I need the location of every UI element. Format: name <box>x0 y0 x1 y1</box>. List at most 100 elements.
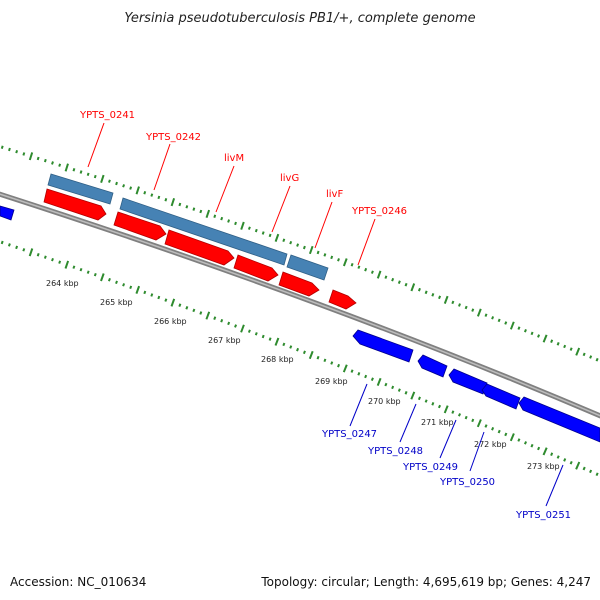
gene-arrow-ypts0247[interactable] <box>352 329 414 363</box>
minor-tick-mark <box>36 156 40 161</box>
minor-tick-mark <box>330 361 334 365</box>
gene-label-ypts0241[interactable]: YPTS_0241 <box>79 110 135 121</box>
gene-arrow-ypts0242[interactable] <box>113 211 167 241</box>
minor-tick-mark <box>302 245 306 250</box>
minor-tick-mark <box>7 243 11 247</box>
tick-label: 264 kbp <box>46 279 79 288</box>
minor-tick-mark <box>143 191 147 195</box>
minor-tick-mark <box>58 260 62 264</box>
minor-tick-mark <box>199 311 203 315</box>
major-tick-mark <box>274 233 280 242</box>
gene-arrow-ypts0251[interactable] <box>518 396 600 443</box>
cds-bar-livF[interactable] <box>286 254 329 281</box>
gene-label-ypts0242[interactable]: YPTS_0242 <box>145 132 201 143</box>
minor-tick-mark <box>302 350 306 355</box>
minor-tick-mark <box>530 443 534 448</box>
minor-tick-mark <box>185 306 189 310</box>
minor-tick-mark <box>484 424 488 428</box>
leader-line <box>399 403 417 443</box>
major-tick-mark <box>64 260 70 269</box>
gene-label-livF[interactable]: livF <box>326 189 343 200</box>
minor-tick-mark <box>129 186 133 190</box>
reverse-gene-labels: YPTS_0247 YPTS_0248 YPTS_0249 YPTS_0250 … <box>321 383 571 521</box>
minor-tick-mark <box>523 329 527 333</box>
minor-tick-mark <box>234 221 237 226</box>
leader-line <box>357 218 376 266</box>
gene-label-ypts0249[interactable]: YPTS_0249 <box>402 462 458 473</box>
minor-tick-mark <box>43 158 47 163</box>
minor-tick-mark <box>122 283 126 287</box>
major-tick-mark <box>240 221 245 230</box>
minor-tick-mark <box>157 195 161 200</box>
minor-tick-mark <box>424 399 428 403</box>
minor-tick-mark <box>537 334 541 338</box>
gene-arrow-ypts0246[interactable] <box>328 289 357 310</box>
leader-line <box>271 185 291 233</box>
minor-tick-mark <box>22 248 26 252</box>
minor-tick-mark <box>254 332 258 336</box>
forward-gene-labels: YPTS_0241 YPTS_0242 livM livG livF YPTS_… <box>79 110 407 266</box>
gene-arrow-livF[interactable] <box>278 271 320 297</box>
minor-tick-mark <box>261 334 265 339</box>
leader-line <box>87 122 105 168</box>
leader-line <box>469 431 485 472</box>
minor-tick-mark <box>550 452 554 456</box>
genome-summary: Topology: circular; Length: 4,695,619 bp… <box>260 575 591 589</box>
gene-arrow-ypts0249[interactable] <box>448 368 488 395</box>
gene-label-livG[interactable]: livG <box>280 173 299 184</box>
gene-arrow-ypts0248[interactable] <box>417 354 448 378</box>
gene-label-ypts0247[interactable]: YPTS_0247 <box>321 429 377 440</box>
gene-label-livM[interactable]: livM <box>224 153 244 164</box>
minor-tick-mark <box>504 321 508 325</box>
tick-label: 265 kbp <box>100 298 133 307</box>
gene-arrow-ypts0250[interactable] <box>481 383 521 410</box>
minor-tick-mark <box>357 265 361 269</box>
minor-tick-mark <box>164 298 168 302</box>
minor-tick-mark <box>122 184 126 188</box>
major-tick-mark <box>28 248 34 257</box>
minor-tick-mark <box>15 149 19 154</box>
minor-tick-mark <box>185 205 189 209</box>
reverse-gene-track <box>0 205 600 443</box>
gene-label-ypts0248[interactable]: YPTS_0248 <box>367 446 423 457</box>
minor-tick-mark <box>220 318 224 323</box>
minor-tick-mark <box>451 300 455 305</box>
minor-tick-mark <box>404 391 408 395</box>
minor-tick-mark <box>391 277 395 282</box>
major-tick-mark <box>205 311 211 320</box>
tick-label: 269 kbp <box>315 377 348 386</box>
tick-label: 267 kbp <box>208 336 241 345</box>
gene-arrow-livM[interactable] <box>164 229 235 266</box>
cds-bar-ypts0242-livG[interactable] <box>119 197 288 266</box>
major-tick-mark <box>308 350 314 360</box>
minor-tick-mark <box>364 267 368 272</box>
gene-label-ypts0250[interactable]: YPTS_0250 <box>439 477 495 488</box>
major-tick-mark <box>274 337 280 346</box>
outer-tick-ring <box>0 145 599 362</box>
gene-label-ypts0251[interactable]: YPTS_0251 <box>515 510 571 521</box>
major-tick-mark <box>170 197 176 207</box>
map-title: Yersinia pseudotuberculosis PB1/+, compl… <box>124 11 475 26</box>
minor-tick-mark <box>384 382 388 387</box>
major-tick-mark <box>28 152 34 161</box>
minor-tick-mark <box>150 293 154 297</box>
gene-arrow-ypts0241[interactable] <box>43 188 107 221</box>
minor-tick-mark <box>254 228 258 233</box>
major-tick-mark <box>100 174 105 184</box>
minor-tick-mark <box>15 245 19 250</box>
gene-arrow-livH[interactable] <box>233 254 279 282</box>
minor-tick-mark <box>517 438 521 442</box>
cds-bar-ypts0241[interactable] <box>47 173 114 205</box>
minor-tick-mark <box>438 295 442 300</box>
gene-arrow-edge-left[interactable] <box>0 205 15 221</box>
minor-tick-mark <box>72 168 76 172</box>
minor-tick-mark <box>282 238 286 243</box>
minor-tick-mark <box>397 388 401 392</box>
gene-label-ypts0246[interactable]: YPTS_0246 <box>351 206 407 217</box>
minor-tick-mark <box>268 233 272 238</box>
minor-tick-mark <box>8 147 11 152</box>
minor-tick-mark <box>370 377 374 381</box>
minor-tick-mark <box>72 265 76 269</box>
forward-gene-track <box>43 188 357 310</box>
minor-tick-mark <box>192 207 196 211</box>
